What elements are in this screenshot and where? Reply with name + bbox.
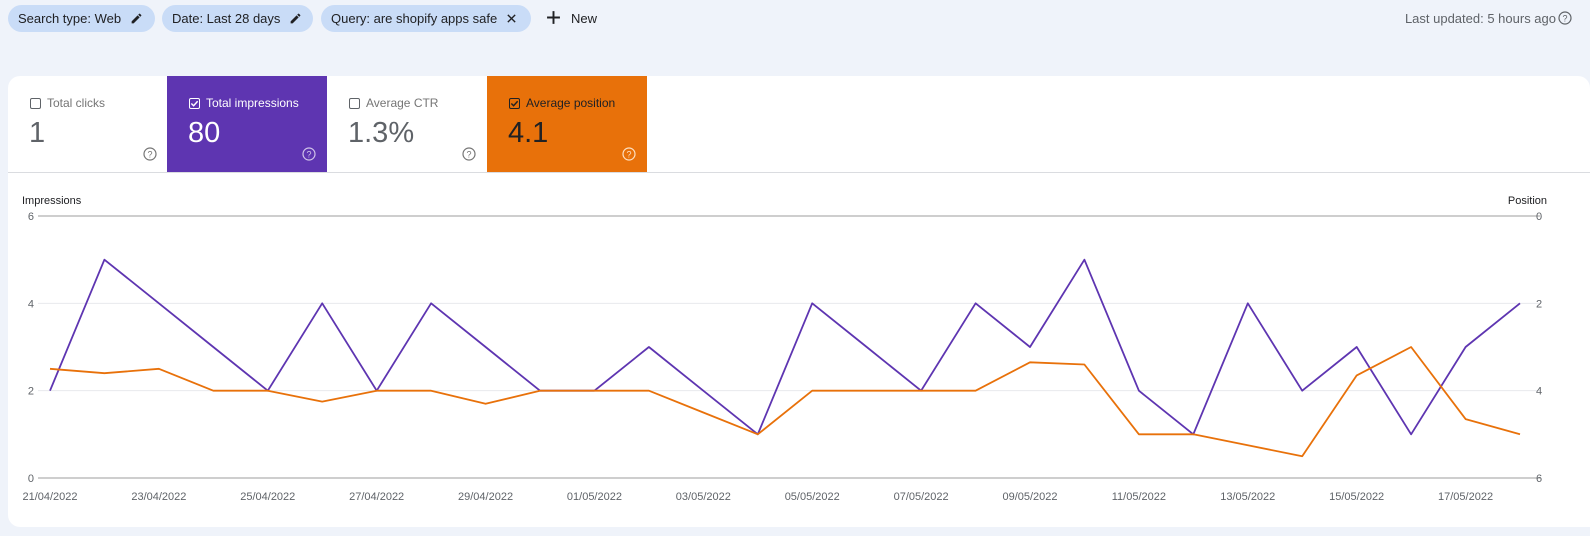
metric-average-ctr[interactable]: Average CTR 1.3% ? <box>327 76 487 173</box>
right-tick-label: 6 <box>1536 473 1542 485</box>
help-icon[interactable]: ? <box>302 147 316 166</box>
last-updated-text: Last updated: 5 hours ago <box>1404 11 1556 26</box>
metric-average-position[interactable]: Average position 4.1 ? <box>487 76 647 173</box>
help-icon[interactable]: ? <box>143 147 157 166</box>
filter-chip-search-type[interactable]: Search type: Web <box>8 5 155 32</box>
filter-chip-label: Query: are shopify apps safe <box>331 11 498 26</box>
x-tick-label: 29/04/2022 <box>458 491 513 503</box>
metric-label: Total clicks <box>47 96 106 110</box>
metric-value: 4.1 <box>508 117 549 149</box>
metric-value: 1 <box>29 117 46 149</box>
svg-text:?: ? <box>147 150 152 160</box>
left-tick-label: 0 <box>28 473 34 485</box>
x-tick-label: 03/05/2022 <box>676 491 731 503</box>
x-tick-label: 07/05/2022 <box>894 491 949 503</box>
checkbox-icon[interactable] <box>30 97 41 109</box>
series-line <box>49 258 1521 436</box>
metric-total-impressions[interactable]: Total impressions 80 ? <box>167 76 327 173</box>
help-icon[interactable]: ? <box>622 147 636 166</box>
x-tick-label: 17/05/2022 <box>1438 491 1493 503</box>
x-tick-label: 05/05/2022 <box>785 491 840 503</box>
svg-text:?: ? <box>626 150 631 160</box>
metric-value: 80 <box>188 117 221 149</box>
checkbox-checked-icon[interactable] <box>509 97 520 109</box>
x-tick-label: 09/05/2022 <box>1002 491 1057 503</box>
filter-bar: Search type: Web Date: Last 28 days Quer… <box>0 0 1590 40</box>
pencil-icon[interactable] <box>130 12 143 25</box>
svg-text:?: ? <box>1562 14 1567 24</box>
help-icon[interactable]: ? <box>1558 11 1572 30</box>
metrics-divider <box>8 172 1590 173</box>
pencil-icon[interactable] <box>289 12 302 25</box>
metric-total-clicks[interactable]: Total clicks 1 ? <box>8 76 168 173</box>
checkbox-icon[interactable] <box>349 97 360 109</box>
svg-text:?: ? <box>306 150 311 160</box>
series-line <box>49 346 1521 458</box>
x-tick-label: 11/05/2022 <box>1112 491 1166 503</box>
metric-label: Average position <box>526 96 616 110</box>
performance-chart[interactable]: Impressions Position 6 4 2 0 0 2 4 6 21/04/2022… <box>8 76 1590 527</box>
x-tick-label: 25/04/2022 <box>240 491 295 503</box>
filter-chip-query[interactable]: Query: are shopify apps safe <box>321 5 531 32</box>
left-axis-label: Impressions <box>22 195 82 207</box>
x-tick-label: 23/04/2022 <box>131 491 186 503</box>
metric-label: Total impressions <box>206 96 299 110</box>
right-tick-label: 4 <box>1536 386 1542 398</box>
x-tick-label: 15/05/2022 <box>1329 491 1384 503</box>
filter-chip-label: Search type: Web <box>18 11 122 26</box>
checkbox-checked-icon[interactable] <box>189 97 200 109</box>
close-icon[interactable] <box>506 13 517 24</box>
help-icon[interactable]: ? <box>462 147 476 166</box>
svg-text:?: ? <box>466 150 471 160</box>
left-tick-label: 6 <box>28 211 34 223</box>
filter-chip-date[interactable]: Date: Last 28 days <box>162 5 313 32</box>
x-tick-label: 13/05/2022 <box>1220 491 1275 503</box>
right-tick-label: 0 <box>1536 211 1542 223</box>
filter-chip-label: Date: Last 28 days <box>172 11 281 26</box>
left-tick-label: 2 <box>28 386 34 398</box>
new-filter-button[interactable]: New <box>546 5 597 32</box>
x-tick-label: 01/05/2022 <box>567 491 622 503</box>
left-tick-label: 4 <box>28 298 34 310</box>
metric-value: 1.3% <box>348 117 415 149</box>
right-axis-label: Position <box>1508 195 1547 207</box>
x-tick-label: 27/04/2022 <box>349 491 404 503</box>
plus-icon <box>546 9 561 29</box>
performance-card: Total clicks 1 ? Total impressions 80 ? … <box>8 76 1590 527</box>
metric-label: Average CTR <box>366 96 439 110</box>
right-tick-label: 2 <box>1536 298 1542 310</box>
x-tick-label: 21/04/2022 <box>22 491 77 503</box>
new-filter-label: New <box>571 11 598 26</box>
